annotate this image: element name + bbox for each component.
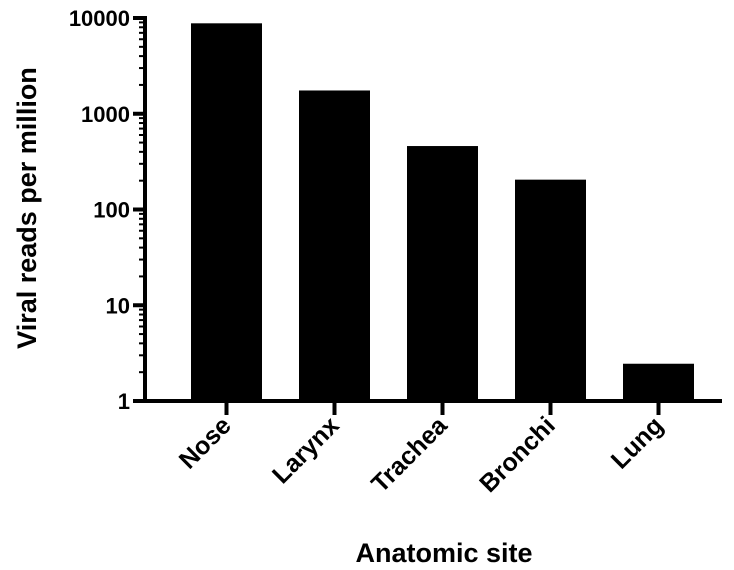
x-tick-label-trachea: Trachea	[366, 411, 453, 498]
y-tick-label: 100	[93, 198, 130, 223]
x-tick-label-bronchi: Bronchi	[474, 411, 561, 498]
x-tick-label-nose: Nose	[174, 411, 237, 474]
bar-nose	[191, 23, 262, 401]
bar-bronchi	[515, 179, 586, 401]
bar-lung	[623, 363, 694, 401]
y-tick-label: 10000	[69, 6, 130, 31]
bar-larynx	[299, 90, 370, 402]
y-axis-title: Viral reads per million	[12, 67, 42, 349]
bar-trachea	[407, 146, 478, 401]
y-tick-label: 1	[118, 389, 130, 414]
x-tick-label-larynx: Larynx	[267, 411, 345, 489]
y-tick-label: 10	[106, 293, 130, 318]
y-tick-label: 1000	[81, 102, 130, 127]
x-tick-label-lung: Lung	[606, 411, 669, 474]
x-axis-title: Anatomic site	[355, 538, 532, 568]
